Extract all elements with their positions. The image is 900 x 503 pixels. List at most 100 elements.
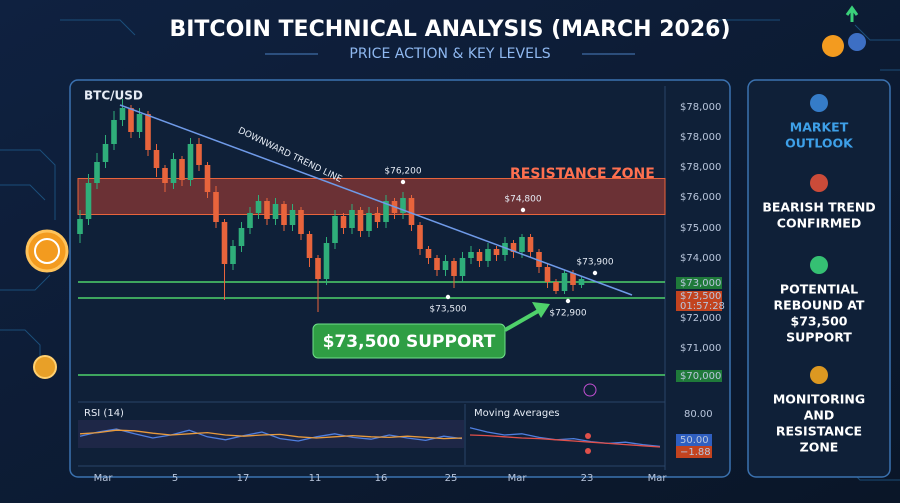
annotation: $74,800 <box>504 195 541 205</box>
outlook-text: POTENTIAL <box>780 282 858 297</box>
y-tick-label: 01:57:28 <box>680 301 725 312</box>
callout: $73,500 SUPPORT <box>323 332 496 352</box>
candle-body <box>281 204 287 225</box>
annotation-dot <box>565 298 571 304</box>
y-tick-label: $72,000 <box>680 313 721 324</box>
annotation-dot <box>592 270 598 276</box>
title: BITCOIN TECHNICAL ANALYSIS (MARCH 2026) <box>169 17 730 42</box>
panel-value: 50.00 <box>680 435 709 446</box>
candle-body <box>85 183 92 219</box>
outlook-text: MONITORING <box>773 392 865 407</box>
bitcoin-icons <box>25 5 866 379</box>
candle-body <box>128 108 134 132</box>
annotation: $73,500 <box>429 305 466 315</box>
candle-body <box>383 201 389 222</box>
y-tick-label: $73,000 <box>680 278 721 289</box>
callout-box <box>312 323 506 359</box>
candle-body <box>111 120 117 144</box>
x-tick-label: 5 <box>172 473 178 484</box>
candle-body <box>196 144 202 165</box>
candle-body <box>213 192 219 222</box>
x-tick-label: 17 <box>237 473 250 484</box>
outlook-text: REBOUND AT <box>774 298 865 313</box>
candle-body <box>153 150 160 168</box>
y-tick-label: $78,000 <box>680 102 721 113</box>
candle-body <box>179 159 185 180</box>
candle-body <box>221 222 228 264</box>
candle-body <box>315 258 321 279</box>
candle-body <box>136 114 143 132</box>
candle-body <box>502 243 508 255</box>
panel-value: 80.00 <box>684 409 713 420</box>
price-tag <box>676 370 722 382</box>
candle-body <box>238 228 245 246</box>
chart-panel <box>69 79 731 478</box>
panel-value: −1.88 <box>680 447 711 458</box>
candle-body <box>145 114 151 150</box>
candle-body <box>255 201 262 213</box>
candle-body <box>493 249 500 255</box>
annotation: RESISTANCE ZONE <box>510 166 655 182</box>
candle-body <box>570 273 576 285</box>
outlook-text: RESISTANCE <box>776 424 862 439</box>
rsi-band <box>78 420 464 448</box>
candle-body <box>374 213 381 222</box>
outlook-text: MARKET <box>790 120 849 135</box>
candle-body <box>519 237 525 252</box>
candle-body <box>170 159 177 183</box>
outlook-text: SUPPORT <box>786 330 852 345</box>
price-tag <box>676 301 722 311</box>
candle-body <box>77 219 83 234</box>
candle-body <box>298 210 304 234</box>
candle-body <box>468 252 474 258</box>
candle-body <box>264 201 270 219</box>
outlook-text: CONFIRMED <box>777 216 861 231</box>
panel-label: RSI (14) <box>84 408 124 419</box>
x-tick-label: 23 <box>581 473 594 484</box>
candle-body <box>323 243 330 279</box>
candle-body <box>434 258 440 270</box>
x-tick-label: 16 <box>375 473 388 484</box>
resistance-zone <box>77 178 666 215</box>
candle-body <box>476 252 483 261</box>
x-tick-label: Mar <box>648 473 668 484</box>
candle-body <box>578 279 585 285</box>
y-tick-label: $78,000 <box>680 162 721 173</box>
x-tick-label: Mar <box>94 473 114 484</box>
candle-body <box>357 210 364 231</box>
candle-body <box>485 249 491 261</box>
x-tick-label: 25 <box>445 473 458 484</box>
y-tick-label: $74,000 <box>680 253 721 264</box>
price-tag <box>676 277 722 289</box>
panel-line <box>469 427 661 448</box>
candle-body <box>408 198 415 225</box>
callout-arrow <box>504 308 541 332</box>
x-tick-label: 11 <box>309 473 322 484</box>
outlook-icon <box>810 94 828 112</box>
outlook-text: BEARISH TREND <box>762 200 875 215</box>
candle-body <box>451 261 457 276</box>
annotation-dot <box>445 294 451 300</box>
candle-body <box>247 213 253 228</box>
candle-body <box>510 243 517 252</box>
y-tick-label: $78,000 <box>680 132 721 143</box>
candle-body <box>366 213 372 231</box>
candle-body <box>561 273 568 291</box>
outlook-text: ZONE <box>800 440 839 455</box>
candle-body <box>119 108 126 120</box>
y-tick-label: $75,000 <box>680 223 721 234</box>
x-tick-label: Mar <box>508 473 528 484</box>
candle-body <box>204 165 211 192</box>
candle-body <box>459 258 466 276</box>
subtitle: PRICE ACTION & KEY LEVELS <box>349 46 550 62</box>
panel-label: Moving Averages <box>474 408 560 419</box>
candle-body <box>332 216 338 243</box>
outlook-text: OUTLOOK <box>785 136 854 151</box>
annotation: $76,200 <box>384 167 421 177</box>
candle-body <box>527 237 534 252</box>
annotation-dot <box>520 207 526 213</box>
y-tick-label: $70,000 <box>680 371 721 382</box>
trend-line <box>119 104 633 296</box>
alert-icon <box>583 383 597 397</box>
